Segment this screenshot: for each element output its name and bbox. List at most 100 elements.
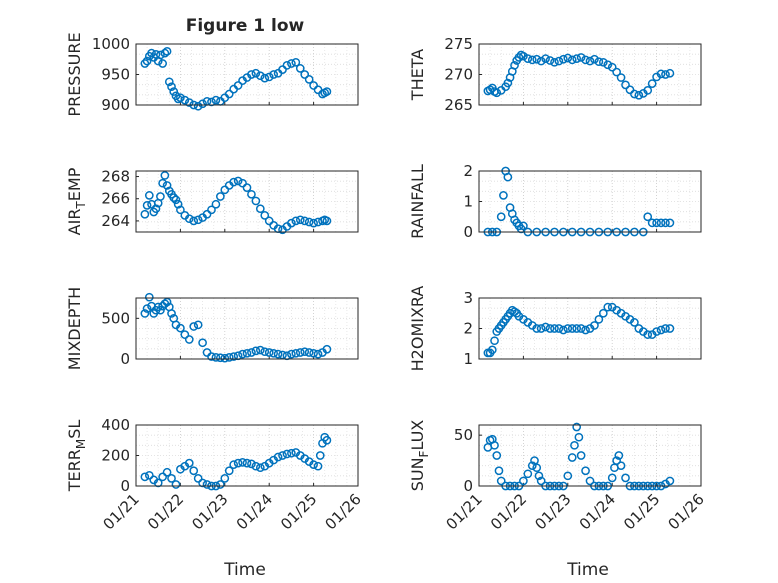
- x-tick-label: 01/26: [665, 490, 708, 533]
- axes-frame: [478, 424, 702, 487]
- data-point: [322, 216, 332, 226]
- data-point: [634, 90, 644, 100]
- y-tick-label: 0: [120, 477, 130, 495]
- data-point: [198, 478, 207, 488]
- data-point: [585, 56, 595, 66]
- data-point: [300, 347, 310, 357]
- data-point: [559, 325, 568, 335]
- data-point: [607, 62, 617, 72]
- data-point: [643, 86, 653, 95]
- y-axis-label-main: PRESSURE: [65, 32, 84, 116]
- data-point: [643, 330, 653, 339]
- x-tick-label: 01/25: [277, 490, 320, 533]
- data-point: [189, 322, 199, 331]
- data-point: [251, 346, 261, 356]
- data-point: [603, 60, 613, 70]
- data-point: [162, 181, 172, 190]
- data-point: [260, 211, 270, 220]
- data-point: [184, 458, 194, 468]
- data-point: [309, 460, 318, 469]
- data-point: [144, 470, 154, 480]
- data-point: [612, 456, 621, 465]
- data-point: [554, 324, 564, 333]
- data-point: [490, 440, 499, 450]
- x-tick-label: 01/21: [443, 490, 486, 533]
- data-point: [255, 345, 265, 355]
- data-point: [550, 324, 559, 333]
- data-point: [567, 55, 577, 65]
- data-point: [643, 212, 653, 222]
- data-point: [652, 327, 661, 336]
- data-point: [563, 53, 573, 63]
- data-point: [514, 53, 524, 62]
- data-point: [665, 324, 675, 333]
- data-point: [193, 320, 203, 330]
- data-point: [656, 325, 666, 335]
- y-tick-label: 2: [463, 320, 473, 338]
- y-axis-label-subscript: M: [74, 439, 88, 449]
- data-point: [295, 348, 305, 357]
- data-point: [625, 85, 635, 95]
- data-point: [147, 48, 156, 58]
- y-axis-label: SUNFLUX: [408, 420, 431, 492]
- y-axis-label-subscript: T: [74, 201, 88, 210]
- data-point: [180, 330, 190, 339]
- data-point: [656, 69, 666, 79]
- data-point: [264, 72, 274, 82]
- data-point: [207, 205, 216, 215]
- data-point: [291, 57, 301, 67]
- y-tick-label: 1: [463, 350, 473, 368]
- x-tick-label: 01/24: [233, 490, 276, 533]
- data-point: [158, 472, 167, 482]
- data-point: [590, 54, 599, 64]
- data-point: [269, 70, 278, 79]
- data-point: [160, 48, 170, 58]
- data-point: [151, 204, 161, 214]
- data-point: [140, 59, 150, 68]
- data-point: [238, 178, 247, 188]
- data-point: [156, 192, 165, 201]
- data-point: [300, 216, 310, 226]
- data-point: [598, 308, 608, 318]
- x-axis-label-left: Time: [223, 560, 266, 580]
- data-point: [255, 204, 265, 214]
- x-tick-label: 01/25: [620, 490, 663, 533]
- data-point: [162, 467, 172, 477]
- y-axis-label-subscript: F: [417, 450, 431, 457]
- data-point: [287, 59, 296, 68]
- axes-frame: [135, 297, 359, 360]
- data-point: [264, 348, 274, 357]
- data-point: [510, 61, 519, 70]
- y-tick-label: 265: [444, 96, 473, 114]
- data-point: [251, 461, 261, 471]
- data-point: [229, 460, 239, 469]
- data-point: [142, 201, 152, 210]
- data-point: [193, 101, 203, 111]
- data-point: [536, 476, 546, 486]
- y-axis-label-rest: EMP: [65, 167, 84, 201]
- data-point: [647, 79, 657, 89]
- data-point: [313, 461, 323, 471]
- data-point: [487, 345, 497, 355]
- y-axis-label-main: AIR: [65, 209, 84, 236]
- data-point: [496, 476, 506, 486]
- data-point: [647, 218, 657, 228]
- y-tick-label: 264: [101, 212, 130, 230]
- data-point: [140, 472, 150, 482]
- data-point: [184, 98, 194, 107]
- panel-mixdepth: 500 0 MIXDEPTH: [65, 287, 359, 370]
- data-point: [233, 81, 243, 90]
- data-point: [309, 81, 318, 90]
- data-point: [519, 51, 528, 61]
- data-point: [229, 352, 239, 361]
- data-point: [563, 471, 573, 481]
- data-point: [173, 199, 183, 209]
- data-point: [220, 353, 230, 363]
- data-point: [287, 218, 296, 228]
- data-point: [278, 65, 287, 74]
- data-point: [260, 347, 270, 357]
- data-point: [541, 322, 550, 332]
- data-point: [238, 349, 247, 359]
- y-tick-label: 400: [101, 416, 130, 434]
- data-point: [156, 50, 165, 60]
